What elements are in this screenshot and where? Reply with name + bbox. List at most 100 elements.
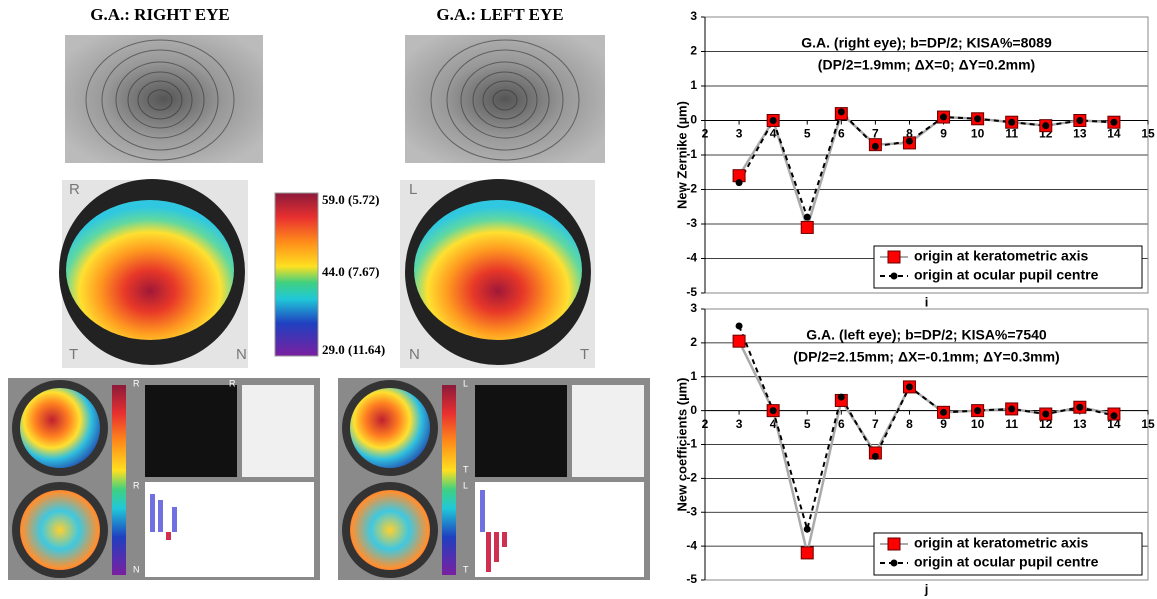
x-tick-label: 14 (1107, 127, 1121, 141)
report-map (350, 490, 430, 570)
marker (1042, 122, 1049, 129)
x-tick-label: 6 (838, 127, 845, 141)
x-tick-label: 13 (1073, 417, 1087, 431)
topography-map (66, 200, 234, 340)
y-tick-label: 3 (690, 9, 697, 23)
x-tick-label: 2 (702, 417, 709, 431)
marker (940, 114, 947, 121)
report-bar (486, 532, 491, 572)
report-bar (480, 490, 485, 532)
x-tick-label: 10 (971, 417, 985, 431)
report-histogram (475, 482, 644, 577)
marker (1076, 117, 1083, 124)
marker (974, 407, 981, 414)
marker (872, 453, 879, 460)
marker (733, 335, 745, 347)
marker (906, 138, 913, 145)
y-tick-label: 2 (690, 335, 697, 349)
marker (804, 526, 811, 533)
report-bar (172, 507, 177, 532)
marker (872, 143, 879, 150)
report-colorbar (112, 385, 126, 575)
series-line (739, 341, 1114, 553)
series-line (739, 114, 1114, 228)
report-map (350, 388, 430, 468)
marker (1008, 405, 1015, 412)
report-bar (150, 494, 155, 532)
chart-subtitle: (DP/2=2.15mm; ΔX=-0.1mm; ΔY=0.3mm) (793, 349, 1059, 365)
report-label: R (133, 480, 140, 490)
marker (1042, 411, 1049, 418)
report-map (20, 490, 100, 570)
y-tick-label: 3 (690, 301, 697, 315)
panel-title: G.A.: RIGHT EYE (90, 5, 230, 24)
y-tick-label: 1 (690, 78, 697, 92)
map-label: L (409, 181, 417, 198)
report-table (242, 385, 314, 477)
legend-marker (891, 560, 898, 567)
report-label: N (133, 564, 140, 574)
x-tick-label: 3 (736, 127, 743, 141)
legend-label: origin at ocular pupil centre (914, 554, 1099, 570)
marker (736, 322, 743, 329)
legend-marker (891, 273, 898, 280)
y-tick-label: -5 (686, 572, 697, 586)
x-tick-label: 5 (804, 127, 811, 141)
report-bar (494, 532, 499, 562)
report-psf (145, 385, 237, 477)
marker (804, 214, 811, 221)
eye-image (65, 35, 263, 163)
report-bar (158, 500, 163, 532)
legend-label: origin at ocular pupil centre (914, 267, 1099, 283)
x-tick-label: 2 (702, 127, 709, 141)
panel-title: G.A.: LEFT EYE (436, 5, 563, 24)
series-line (739, 112, 1114, 217)
marker (801, 547, 813, 559)
x-axis-label: j (924, 581, 929, 596)
marker (940, 409, 947, 416)
x-tick-label: 9 (940, 417, 947, 431)
report-label: R (133, 378, 140, 388)
marker (838, 394, 845, 401)
map-label: N (409, 346, 420, 363)
figure: G.A.: RIGHT EYE G.A.: LEFT EYE R T N L N… (0, 0, 1157, 599)
marker (736, 179, 743, 186)
y-axis-label: New Zernike (µm) (674, 101, 689, 209)
colorbar-label: 29.0 (11.64) (322, 342, 385, 357)
legend-marker (888, 538, 900, 550)
y-tick-label: -3 (686, 216, 697, 230)
x-tick-label: 7 (872, 417, 879, 431)
x-tick-label: 11 (1005, 127, 1018, 141)
left-panels: G.A.: RIGHT EYE G.A.: LEFT EYE R T N L N… (8, 5, 650, 580)
report-label: L (463, 480, 468, 490)
x-tick-label: 5 (804, 417, 811, 431)
map-label: N (236, 346, 247, 363)
x-tick-label: 15 (1141, 417, 1155, 431)
report-label: R (229, 378, 236, 388)
marker (906, 383, 913, 390)
x-tick-label: 10 (971, 127, 985, 141)
marker (770, 407, 777, 414)
x-axis-label: i (925, 294, 929, 309)
marker (838, 108, 845, 115)
report-colorbar (442, 385, 456, 575)
map-label: T (69, 346, 78, 363)
colorbar (275, 193, 318, 356)
report-map (20, 388, 100, 468)
marker (974, 115, 981, 122)
report-table (572, 385, 644, 477)
report-label: T (463, 564, 469, 574)
marker (1110, 412, 1117, 419)
report-bar (502, 532, 507, 547)
report-label: T (463, 464, 469, 474)
y-tick-label: 0 (690, 113, 697, 127)
colorbar-label: 59.0 (5.72) (322, 192, 379, 207)
report-histogram (145, 482, 314, 577)
report-psf (475, 385, 567, 477)
x-tick-label: 8 (906, 417, 913, 431)
x-tick-label: 3 (736, 417, 743, 431)
colorbar-label: 44.0 (7.67) (322, 264, 379, 279)
y-tick-label: -4 (686, 251, 697, 265)
marker (1110, 119, 1117, 126)
y-tick-label: -5 (686, 285, 697, 299)
